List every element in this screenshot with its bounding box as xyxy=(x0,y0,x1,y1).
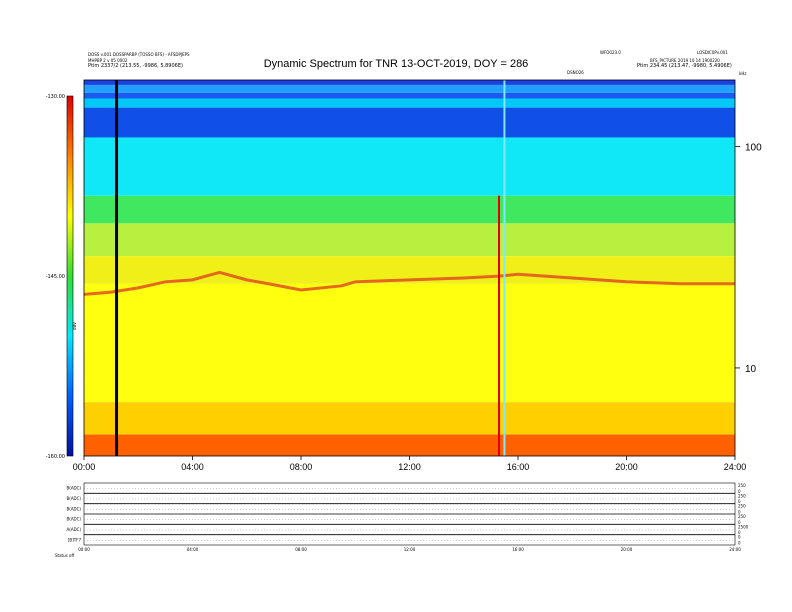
panel-right-tick-top-1: 250 xyxy=(738,493,746,498)
heat-band-6 xyxy=(84,195,735,224)
panel-right-tick-top-4: 2500 xyxy=(738,524,749,529)
colorbar-label: dBV xyxy=(72,322,77,330)
y-tick-label-1: 10 xyxy=(745,364,757,375)
x-tick-label-2: 08:00 xyxy=(290,462,313,472)
heat-band-0 xyxy=(84,80,735,85)
bottom-x-tick-label-2: 08:00 xyxy=(295,547,307,552)
panel-right-tick-top-5: 0 xyxy=(738,535,741,540)
panel-right-tick-bottom-3: 0 xyxy=(738,520,741,525)
heat-band-1 xyxy=(84,84,735,93)
heat-band-7 xyxy=(84,223,735,257)
panel-right-tick-bottom-5: 0 xyxy=(738,541,741,546)
x-tick-label-5: 20:00 xyxy=(615,462,638,472)
panel-right-tick-bottom-2: 0 xyxy=(738,510,741,515)
panel-right-tick-top-2: 250 xyxy=(738,504,746,509)
colorbar-tick-label-2: -160.00 xyxy=(46,454,65,460)
colorbar-tick-label-1: -145.00 xyxy=(46,274,65,280)
header-center-mid-small: DSNO26 xyxy=(567,70,584,75)
bottom-x-tick-label-6: 24:00 xyxy=(729,547,741,552)
bottom-x-tick-label-1: 04:00 xyxy=(187,547,199,552)
y-unit-label: kHz xyxy=(739,71,746,76)
x-tick-label-3: 12:00 xyxy=(398,462,421,472)
x-tick-label-0: 00:00 xyxy=(73,462,96,472)
panel-right-tick-bottom-4: 0 xyxy=(738,530,741,535)
header-top-right-line1: LOSDIC0Pv.001 xyxy=(697,50,728,55)
panel-label-2: B(ADC) xyxy=(67,506,82,511)
burst-light xyxy=(503,80,506,456)
housekeeping-panels: B(ADC)2500B(ADC)2500B(ADC)2500B(ADC)2500… xyxy=(55,482,749,558)
panel-label-1: B(ADC) xyxy=(67,496,82,501)
heat-band-11 xyxy=(84,434,735,456)
heat-band-3 xyxy=(84,98,735,108)
heat-band-2 xyxy=(84,92,735,99)
panel-label-5: [B]TF7 xyxy=(68,537,82,542)
footer-status-label: Status off xyxy=(55,553,74,558)
x-tick-label-6: 24:00 xyxy=(724,462,747,472)
bottom-x-tick-label-0: 00:00 xyxy=(78,547,90,552)
data-gap-line xyxy=(115,80,119,456)
bottom-x-tick-label-4: 16:00 xyxy=(512,547,524,552)
chart-title: Dynamic Spectrum for TNR 13-OCT-2019, DO… xyxy=(263,58,529,70)
heat-band-9 xyxy=(84,283,735,403)
bottom-x-tick-label-5: 20:00 xyxy=(621,547,633,552)
colorbar-tick-label-0: -130.00 xyxy=(46,94,65,100)
x-tick-label-1: 04:00 xyxy=(181,462,204,472)
y-tick-label-0: 100 xyxy=(745,143,762,154)
header-top-left-line2: MHPBP 2 v 05 0002 xyxy=(88,58,128,63)
panel-label-4: A(ADC) xyxy=(67,527,82,532)
bottom-x-tick-label-3: 12:00 xyxy=(404,547,416,552)
x-tick-label-4: 16:00 xyxy=(507,462,530,472)
heat-band-5 xyxy=(84,137,735,196)
panel-right-tick-bottom-0: 0 xyxy=(738,489,741,494)
header-top-right-line2: BFS_PICTURE 2019 10 14 1900220 xyxy=(650,58,720,63)
panel-label-0: B(ADC) xyxy=(67,486,82,491)
panel-label-3: B(ADC) xyxy=(67,517,82,522)
emission-line xyxy=(83,270,735,296)
header-top-right-line3: Ptim 234.45 (213.47, -9980, 5.4906E) xyxy=(637,63,732,69)
panel-right-tick-bottom-1: 0 xyxy=(738,499,741,504)
burst xyxy=(498,195,501,457)
panel-right-tick-top-0: 250 xyxy=(738,483,746,488)
colorbar-gradient xyxy=(66,95,74,457)
panel-right-tick-top-3: 250 xyxy=(738,514,746,519)
heatmap-area xyxy=(84,80,735,456)
header-top-left-line1: DOSS v.001 DOSSPARBP (TOSSO BFS) - AFSDP… xyxy=(88,52,190,57)
heat-band-4 xyxy=(84,107,735,138)
heat-band-10 xyxy=(84,402,735,435)
colorbar: -130.00 -145.00 -160.00 dBV xyxy=(46,94,77,460)
header-center-top-small: WFO023.0 xyxy=(600,50,621,55)
header-top-left-line3: Ptim 2337/2 (213.55, -9986, 5.8906E) xyxy=(88,63,183,69)
